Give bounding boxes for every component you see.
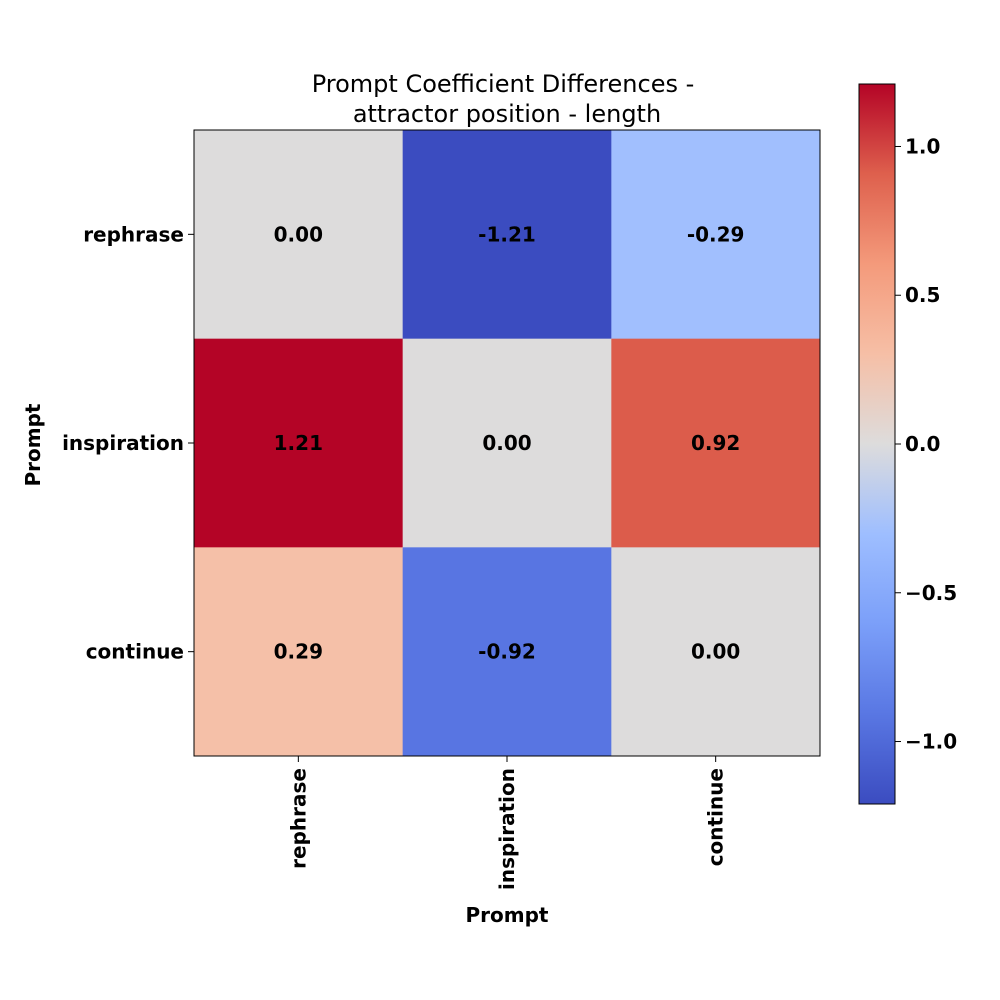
y-tick-label: continue xyxy=(86,640,184,664)
cell-value-label: 0.29 xyxy=(274,640,323,664)
x-tick-label: rephrase xyxy=(286,768,310,869)
heatmap-cell-labels: 0.00 -1.21 -0.29 1.21 0.00 0.92 0.29 -0.92 0.00 xyxy=(274,222,745,663)
cell-value-label: -1.21 xyxy=(478,222,536,246)
x-tick-label: continue xyxy=(704,768,728,866)
cell-value-label: -0.29 xyxy=(687,222,745,246)
cell-value-label: 0.92 xyxy=(691,431,740,455)
cell-value-label: 1.21 xyxy=(274,431,323,455)
y-axis-label: Prompt xyxy=(21,403,45,486)
heatmap-cell xyxy=(611,547,821,757)
cell-value-label: -0.92 xyxy=(478,640,536,664)
colorbar-tick-label: −1.0 xyxy=(905,730,957,754)
heatmap-cell xyxy=(402,338,612,548)
heatmap-cell xyxy=(611,338,821,548)
heatmap-cells xyxy=(194,130,821,757)
y-tick-label: rephrase xyxy=(83,222,184,246)
heatmap-cell xyxy=(194,547,404,757)
y-tick-label: inspiration xyxy=(62,431,184,455)
colorbar-tick-label: −0.5 xyxy=(905,581,957,605)
x-axis-label: Prompt xyxy=(466,903,549,927)
chart-title-line1: Prompt Coefficient Differences - xyxy=(312,70,695,98)
heatmap-cell xyxy=(194,130,404,340)
heatmap-cell xyxy=(194,338,404,548)
colorbar-tick-label: 0.5 xyxy=(905,283,940,307)
x-axis-ticks: rephrase inspiration continue xyxy=(286,756,728,890)
colorbar-tick-label: 0.0 xyxy=(905,432,940,456)
colorbar-tick-label: 1.0 xyxy=(905,134,940,158)
heatmap-cell xyxy=(402,130,612,340)
chart-title-line2: attractor position - length xyxy=(353,100,661,128)
cell-value-label: 0.00 xyxy=(691,640,740,664)
heatmap-cell xyxy=(402,547,612,757)
cell-value-label: 0.00 xyxy=(274,222,323,246)
colorbar xyxy=(858,83,896,805)
y-axis-ticks: rephrase inspiration continue xyxy=(62,222,194,664)
x-tick-label: inspiration xyxy=(495,768,519,890)
cell-value-label: 0.00 xyxy=(482,431,531,455)
colorbar-ticks: 1.0 0.5 0.0 −0.5 −1.0 xyxy=(895,134,957,754)
heatmap-cell xyxy=(611,130,821,340)
